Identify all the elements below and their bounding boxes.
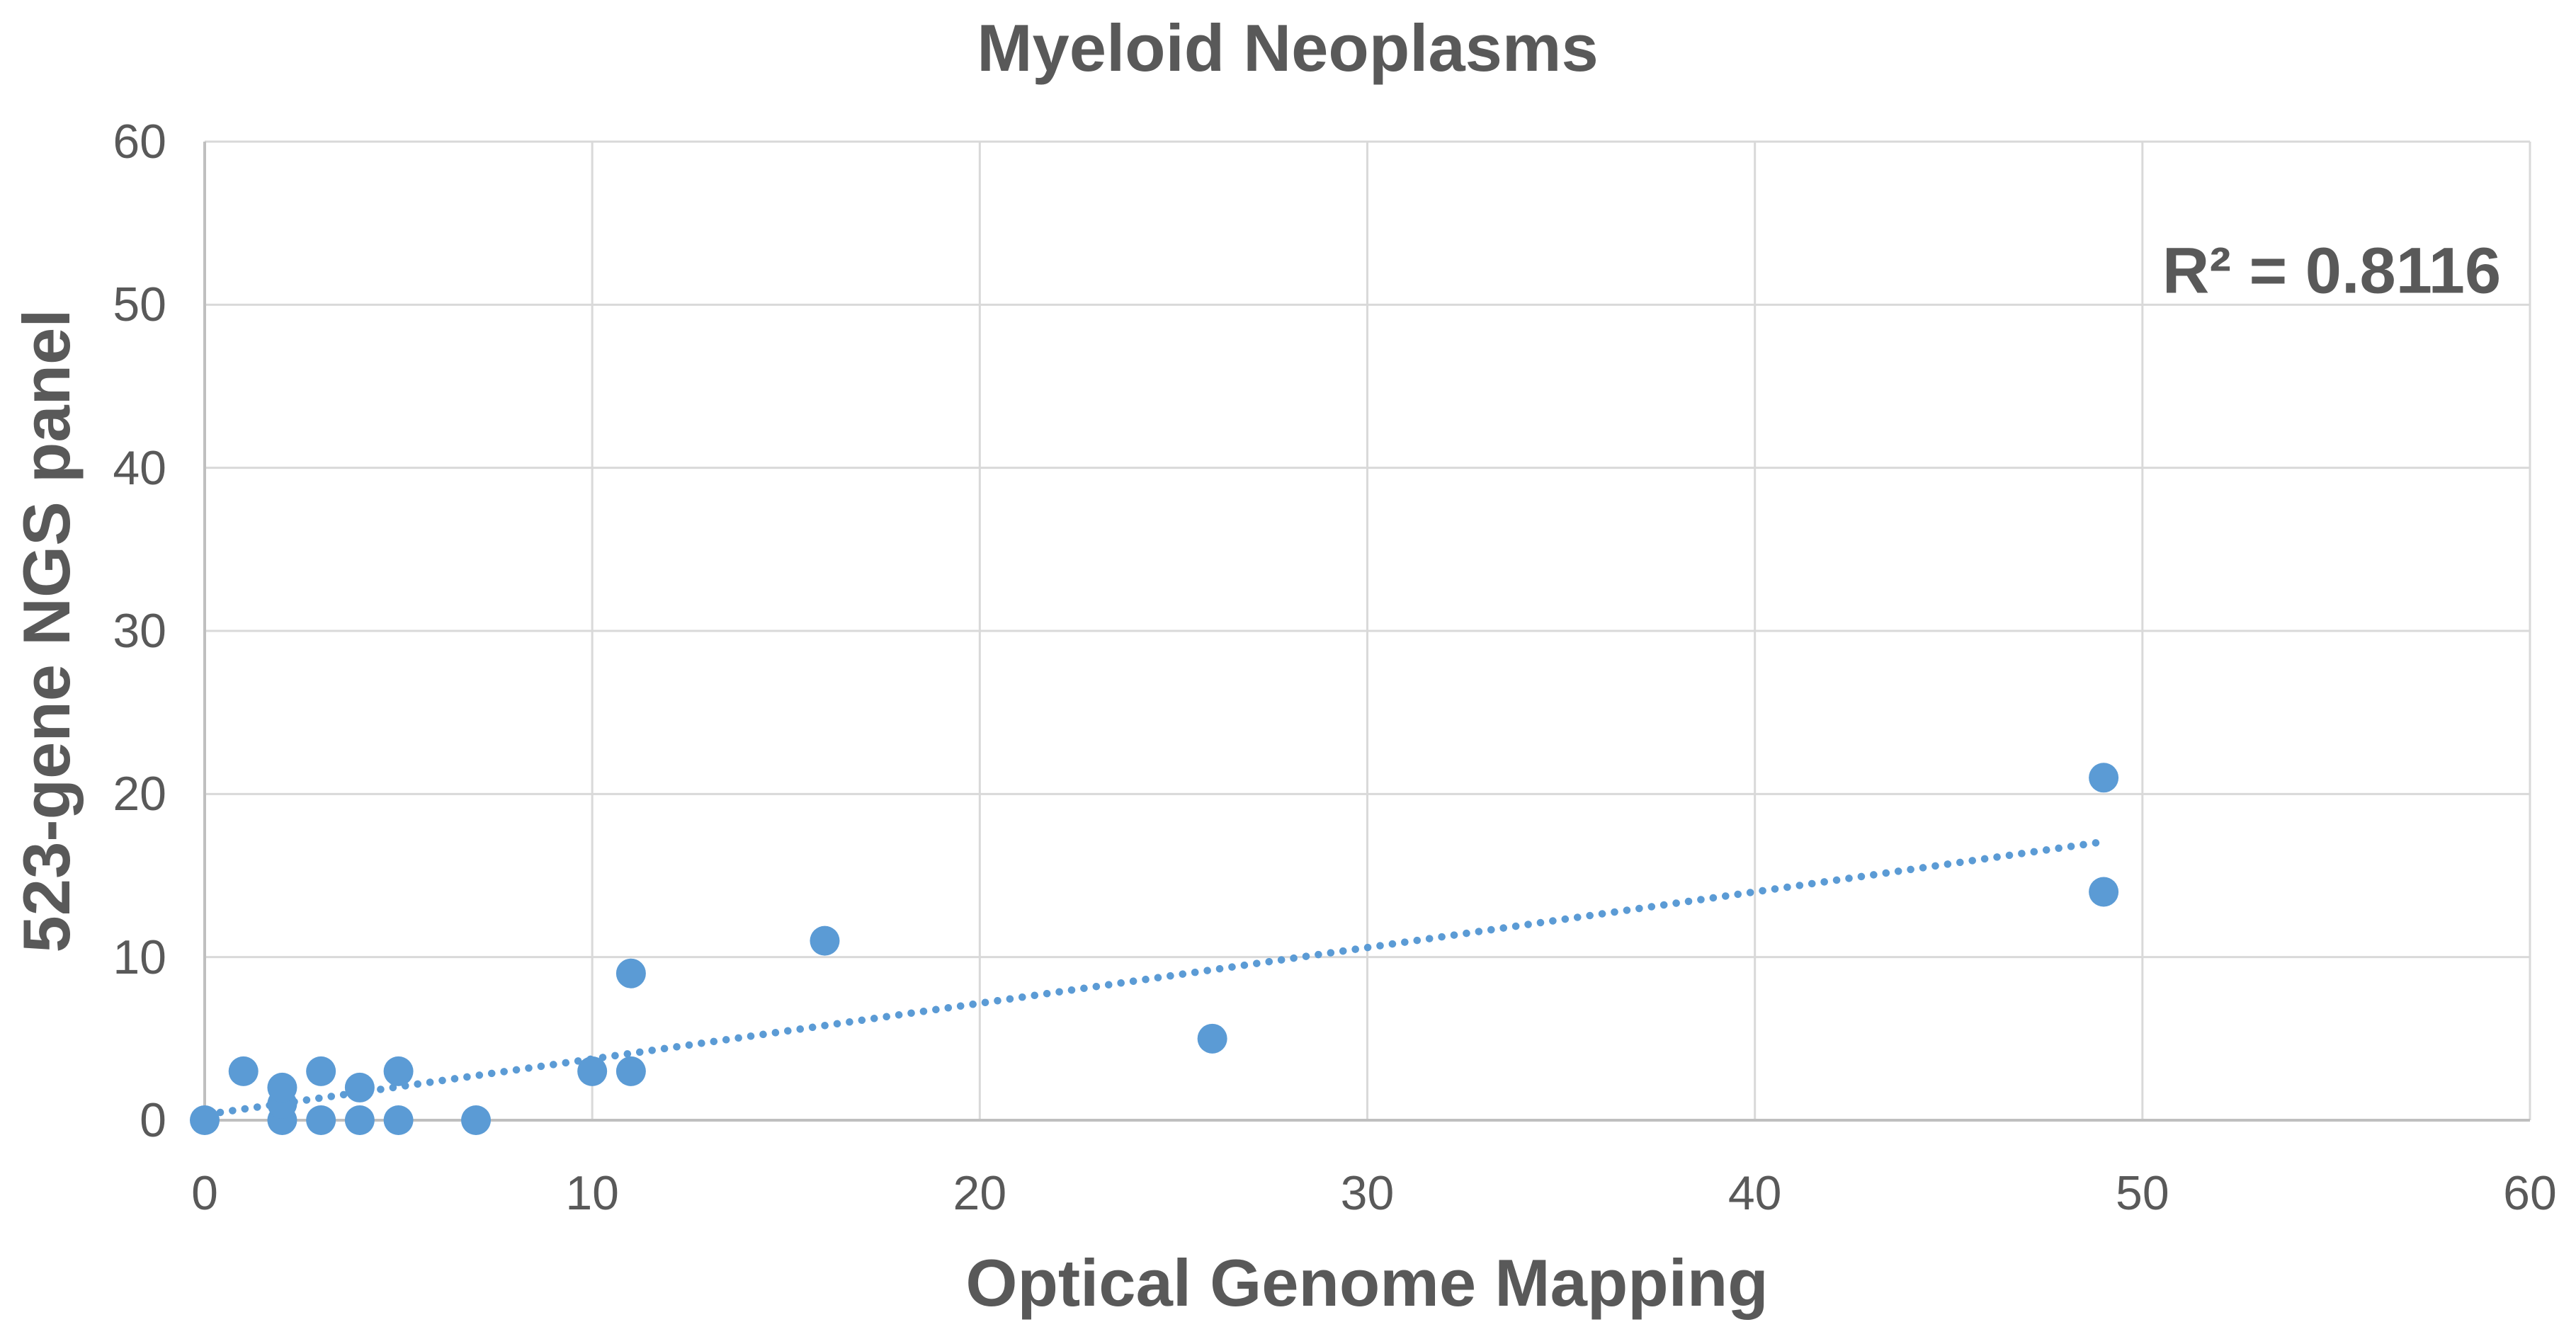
data-point (2089, 763, 2119, 793)
data-point (2089, 877, 2119, 907)
data-point (306, 1105, 336, 1135)
y-tick-label: 50 (113, 278, 166, 332)
data-point (615, 1056, 646, 1086)
chart-title: Myeloid Neoplasms (977, 11, 1599, 85)
data-point (344, 1072, 375, 1102)
data-point (383, 1105, 414, 1135)
data-point (306, 1056, 336, 1086)
x-tick-label: 20 (953, 1166, 1007, 1220)
trendline (216, 839, 2100, 1117)
x-tick-label: 30 (1340, 1166, 1395, 1220)
r-squared-annotation: R² = 0.8116 (2162, 234, 2502, 307)
y-tick-label: 20 (113, 767, 166, 821)
data-point (1197, 1023, 1227, 1054)
y-tick-label: 30 (113, 604, 166, 658)
data-point (810, 925, 840, 956)
y-tick-label: 60 (113, 115, 166, 169)
x-tick-label: 0 (191, 1166, 218, 1220)
data-point (615, 958, 646, 988)
data-point (228, 1056, 259, 1086)
data-point (267, 1072, 297, 1102)
data-point (344, 1105, 375, 1135)
y-tick-label: 0 (140, 1093, 166, 1147)
data-point (461, 1105, 492, 1135)
x-tick-label: 50 (2116, 1166, 2169, 1220)
x-tick-label: 40 (1727, 1166, 1782, 1220)
x-tick-label: 10 (565, 1166, 619, 1220)
x-tick-label: 60 (2503, 1166, 2557, 1220)
data-point (190, 1105, 220, 1135)
y-tick-label: 10 (113, 930, 166, 984)
data-point (577, 1056, 608, 1086)
data-point (383, 1056, 414, 1086)
y-tick-label: 40 (113, 440, 166, 495)
x-axis-title: Optical Genome Mapping (965, 1246, 1769, 1320)
